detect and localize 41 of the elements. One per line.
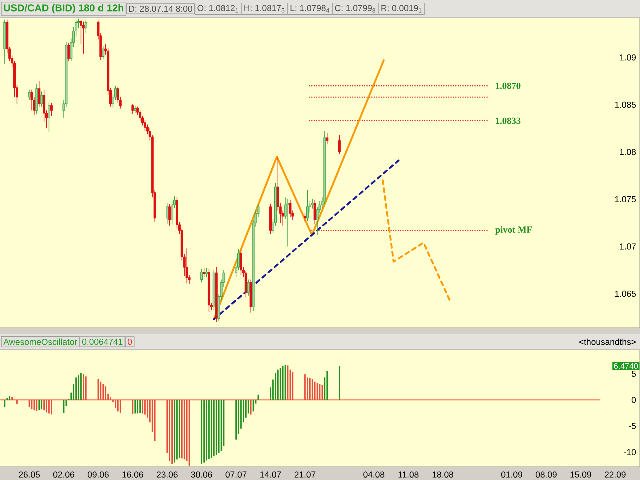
x-tick-label: 11.08 xyxy=(398,472,419,478)
y-tick-label: 1.085 xyxy=(615,102,636,108)
y-tick-label: 1.08 xyxy=(620,149,636,156)
y-tick-label: 1.07 xyxy=(620,244,636,250)
x-tick-label: 04.08 xyxy=(364,472,385,478)
ref-line-label: 1.0833 xyxy=(496,118,521,124)
y-tick-label: -5 xyxy=(629,423,636,430)
x-tick-label: 18.08 xyxy=(432,472,454,478)
chart-title: USD/CAD (BID) 180 d 12h xyxy=(4,4,124,14)
x-tick-label: 02.06 xyxy=(53,472,74,478)
x-tick-label: 14.07 xyxy=(260,472,282,478)
text: 0 xyxy=(128,338,132,346)
x-tick-label: 09.06 xyxy=(88,472,109,478)
ref-line-label: pivot MF xyxy=(496,226,532,235)
y-tick-label: 1.09 xyxy=(620,54,636,61)
y-tick-label: 0 xyxy=(632,397,636,404)
text: O: 1.0812$_{1}$ xyxy=(198,5,238,13)
annotation: 6.4740 xyxy=(614,363,638,370)
text: H: 1.0817$_{5}$ xyxy=(244,5,285,13)
text: <thousandths> xyxy=(579,338,636,346)
text: 0.0064741 xyxy=(82,338,123,346)
text: C: 1.0799$_{8}$ xyxy=(335,5,376,13)
x-tick-label: 08.09 xyxy=(536,472,557,478)
x-tick-label: 21.07 xyxy=(294,472,316,478)
y-tick-label: 1.075 xyxy=(615,196,636,203)
y-tick-label: 5 xyxy=(632,371,636,378)
x-tick-label: 16.06 xyxy=(122,472,144,478)
text: R: 0.0019$_{1}$ xyxy=(382,5,422,13)
text: D: 28.07.14 8:00 xyxy=(129,6,192,12)
x-tick-label: 26.05 xyxy=(19,472,40,478)
text: L: 1.0798$_{4}$ xyxy=(290,5,330,13)
x-tick-label: 07.07 xyxy=(226,472,247,478)
x-tick-label: 15.09 xyxy=(570,472,592,478)
chart-title: AwesomeOscillator xyxy=(4,338,78,346)
x-tick-label: 23.06 xyxy=(156,472,178,478)
y-tick-label: 1.065 xyxy=(615,290,636,298)
ref-line-label: 1.0870 xyxy=(496,82,521,90)
x-tick-label: 30.06 xyxy=(191,472,212,478)
y-tick-label: -10 xyxy=(624,449,636,456)
x-tick-label: 22.09 xyxy=(604,472,626,478)
x-tick-label: 01.09 xyxy=(501,472,522,478)
